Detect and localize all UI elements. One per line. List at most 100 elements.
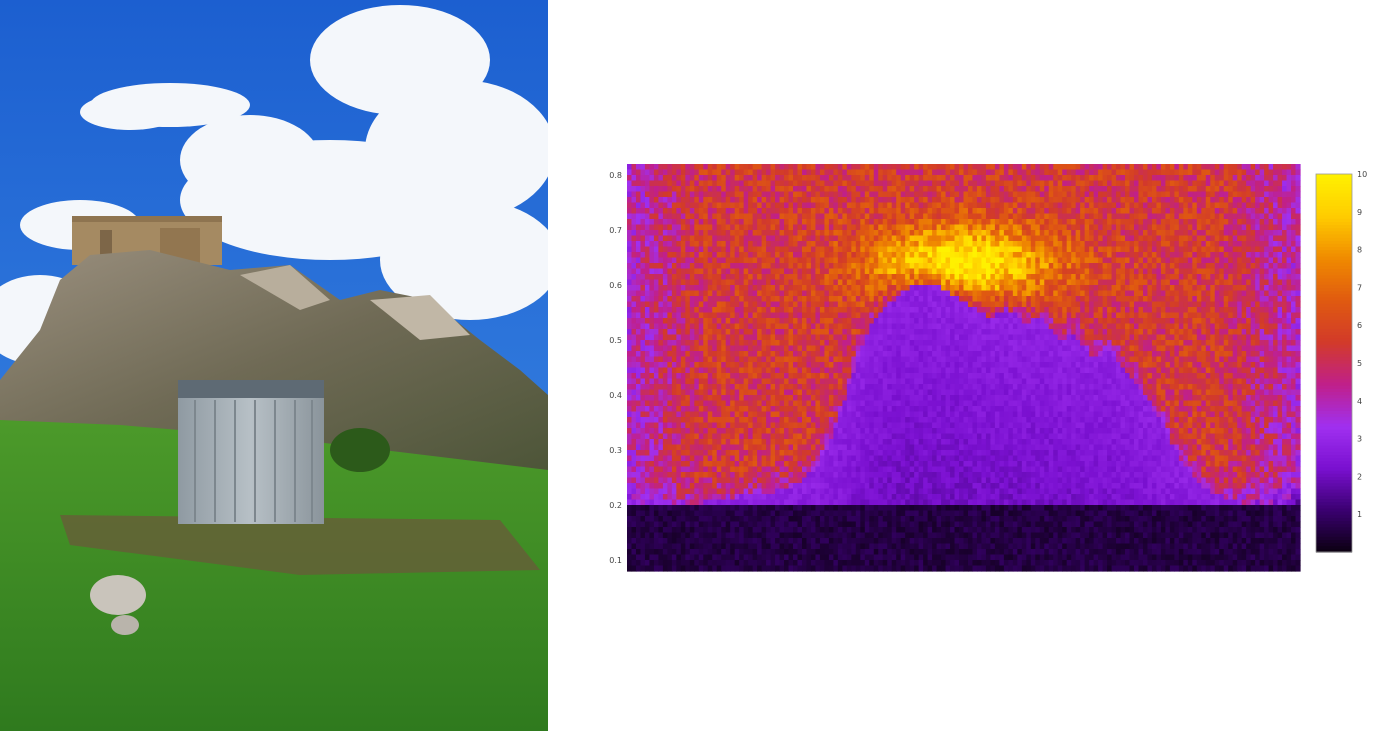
colorbar-segment (1316, 372, 1352, 377)
colorbar-segment (1316, 489, 1352, 493)
colorbar-segment (1316, 492, 1352, 496)
colorbar-segment (1316, 369, 1352, 374)
colorbar-segment (1316, 243, 1352, 248)
colorbar-segment (1316, 196, 1352, 200)
colorbar-segment (1316, 470, 1352, 474)
colorbar-tick-label: 5 (1357, 359, 1362, 368)
colorbar-segment (1316, 309, 1352, 314)
colorbar-segment (1316, 356, 1352, 361)
colorbar-segment (1316, 441, 1352, 446)
colorbar-segment (1316, 268, 1352, 273)
colorbar-segment (1316, 186, 1352, 191)
colorbar: 1 2 3 4 5 6 7 8 9 10 (1315, 170, 1367, 553)
colorbar-segment (1316, 208, 1352, 213)
colorbar-segment (1316, 180, 1352, 185)
colorbar-tick-label: 9 (1357, 208, 1362, 217)
colorbar-segment (1316, 479, 1352, 484)
y-tick-label: 0.1 (609, 556, 622, 565)
photo-illustration (0, 0, 548, 731)
colorbar-segment (1316, 347, 1352, 351)
colorbar-segment (1316, 233, 1352, 238)
colorbar-segment (1316, 454, 1352, 459)
colorbar-segment (1316, 504, 1352, 509)
colorbar-segment (1316, 438, 1352, 443)
colorbar-tick-label: 10 (1357, 170, 1367, 179)
muon-heatmap-chart: 0.1 0.2 0.3 0.4 0.5 0.6 0.7 0.8 1 2 3 4 5 6 7 8 9 10 (600, 160, 1376, 580)
colorbar-segment (1316, 337, 1352, 342)
shrub (330, 428, 390, 472)
colorbar-segment (1316, 495, 1352, 500)
colorbar-tick-label: 8 (1357, 246, 1362, 255)
colorbar-segment (1316, 312, 1352, 317)
colorbar-segment (1316, 262, 1352, 266)
dirt-path (60, 515, 540, 575)
colorbar-segment (1316, 520, 1352, 525)
colorbar-segment (1316, 388, 1352, 392)
colorbar-frame (1315, 173, 1353, 553)
colorbar-segment (1316, 293, 1352, 298)
colorbar-segment (1316, 473, 1352, 477)
colorbar-segment (1316, 407, 1352, 411)
colorbar-segment (1316, 381, 1352, 386)
colorbar-segment (1316, 177, 1352, 181)
y-tick-label: 0.6 (609, 281, 622, 290)
y-tick-label: 0.3 (609, 446, 622, 455)
colorbar-segment (1316, 375, 1352, 380)
clouds (0, 5, 548, 365)
colorbar-segment (1316, 183, 1352, 188)
colorbar-segment (1316, 224, 1352, 229)
colorbar-segment (1316, 429, 1352, 433)
y-tick-label: 0.4 (609, 391, 622, 400)
colorbar-segment (1316, 255, 1352, 260)
colorbar-segment (1316, 400, 1352, 405)
y-tick-label: 0.8 (609, 171, 622, 180)
colorbar-segment (1316, 463, 1352, 468)
colorbar-segment (1316, 416, 1352, 421)
colorbar-segment (1316, 202, 1352, 207)
colorbar-segment (1316, 296, 1352, 301)
colorbar-segment (1316, 331, 1352, 336)
colorbar-segment (1316, 363, 1352, 367)
colorbar-segment (1316, 542, 1352, 547)
colorbar-segment (1316, 340, 1352, 345)
colorbar-segment (1316, 237, 1352, 241)
colorbar-segment (1316, 539, 1352, 544)
colorbar-segment (1316, 221, 1352, 225)
colorbar-segment (1316, 259, 1352, 263)
colorbar-segment (1316, 536, 1352, 540)
colorbar-segment (1316, 359, 1352, 364)
colorbar-segment (1316, 476, 1352, 481)
colorbar-segment (1316, 413, 1352, 418)
colorbar-segment (1316, 199, 1352, 203)
colorbar-segment (1316, 366, 1352, 370)
colorbar-segment (1316, 214, 1352, 219)
colorbar-segment (1316, 303, 1352, 307)
colorbar-segment (1316, 265, 1352, 270)
heatmap-cells (627, 164, 1301, 572)
heatmap-svg: 0.1 0.2 0.3 0.4 0.5 0.6 0.7 0.8 1 2 3 4 5 6 7 8 9 10 (609, 164, 1367, 572)
colorbar-segment (1316, 252, 1352, 257)
colorbar-segment (1316, 533, 1352, 537)
y-tick-label: 0.2 (609, 501, 622, 510)
colorbar-segment (1316, 334, 1352, 339)
colorbar-segment (1316, 246, 1352, 251)
colorbar-segment (1316, 451, 1352, 455)
colorbar-segment (1316, 482, 1352, 487)
colorbar-segment (1316, 227, 1352, 232)
colorbar-segment (1316, 517, 1352, 522)
colorbar-segment (1316, 192, 1352, 197)
colorbar-segment (1316, 529, 1352, 534)
colorbar-segment (1316, 211, 1352, 216)
colorbar-segment (1316, 174, 1352, 178)
colorbar-segment (1316, 290, 1352, 295)
boulder (90, 575, 146, 615)
colorbar-segment (1316, 322, 1352, 326)
colorbar-tick-label: 1 (1357, 510, 1362, 519)
y-tick-label: 0.7 (609, 226, 622, 235)
colorbar-segment (1316, 507, 1352, 512)
detector-container (178, 380, 324, 524)
colorbar-segment (1316, 548, 1352, 553)
grass-field (0, 420, 548, 731)
rock-face (240, 265, 330, 310)
colorbar-segment (1316, 284, 1352, 288)
